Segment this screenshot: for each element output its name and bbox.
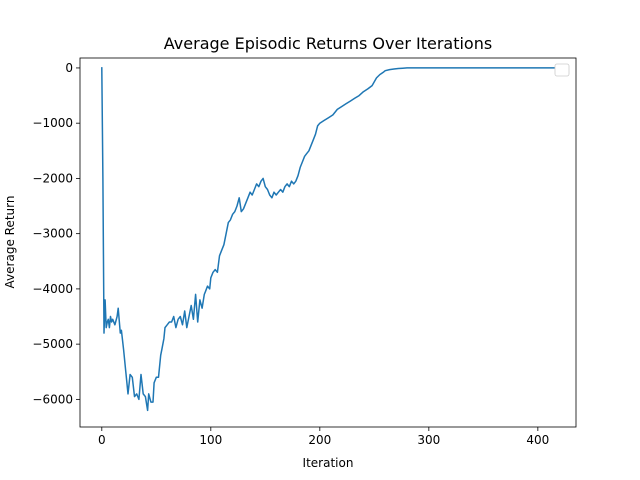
plot-area: 0 100 200 300 400 0 −1000 −2000 −3000 −4000 −5000 −…	[32, 57, 577, 447]
x-tick-label: 0	[98, 433, 106, 447]
x-axis-label: Iteration	[303, 456, 354, 470]
y-tick-label: −5000	[32, 337, 73, 351]
y-tick-label: 0	[65, 61, 73, 75]
y-axis-label: Average Return	[3, 196, 17, 289]
legend-box	[554, 63, 570, 77]
series-line-0	[101, 67, 555, 412]
y-tick-label: −2000	[32, 171, 73, 185]
y-tick-label: −3000	[32, 227, 73, 241]
y-tick-label: −6000	[32, 392, 73, 406]
axes-frame	[79, 57, 577, 428]
y-tick-label: −1000	[32, 116, 73, 130]
chart-title: Average Episodic Returns Over Iterations	[164, 34, 492, 53]
x-tick-label: 100	[199, 433, 222, 447]
x-tick-label: 300	[417, 433, 440, 447]
y-tick-label: −4000	[32, 282, 73, 296]
x-tick-label: 400	[526, 433, 549, 447]
x-tick-label: 200	[308, 433, 331, 447]
axes-background	[80, 58, 576, 427]
